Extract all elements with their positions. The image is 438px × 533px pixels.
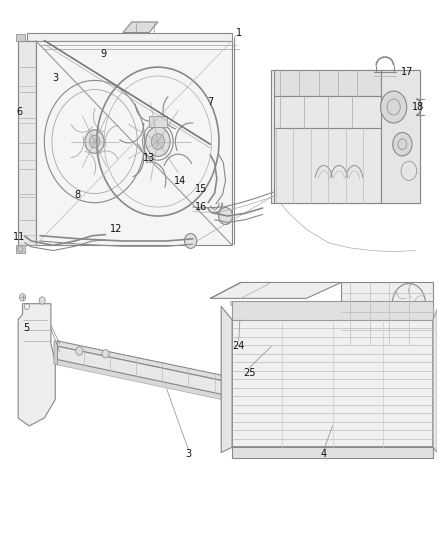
Polygon shape bbox=[381, 70, 420, 203]
Polygon shape bbox=[232, 304, 254, 320]
Circle shape bbox=[381, 91, 407, 123]
Polygon shape bbox=[57, 341, 241, 384]
Polygon shape bbox=[210, 282, 341, 298]
Text: 11: 11 bbox=[13, 232, 25, 243]
Text: 3: 3 bbox=[52, 73, 58, 83]
Text: 5: 5 bbox=[23, 322, 29, 333]
Polygon shape bbox=[16, 245, 25, 253]
Polygon shape bbox=[232, 447, 433, 458]
Circle shape bbox=[76, 347, 83, 356]
Circle shape bbox=[19, 294, 25, 301]
Polygon shape bbox=[433, 309, 437, 453]
Circle shape bbox=[219, 207, 233, 224]
Polygon shape bbox=[57, 360, 241, 403]
Polygon shape bbox=[272, 70, 420, 203]
Polygon shape bbox=[35, 41, 232, 245]
Polygon shape bbox=[27, 33, 232, 41]
Polygon shape bbox=[232, 301, 433, 320]
Text: 9: 9 bbox=[100, 49, 106, 59]
Circle shape bbox=[184, 233, 197, 248]
Polygon shape bbox=[123, 22, 158, 33]
Circle shape bbox=[151, 134, 164, 150]
Polygon shape bbox=[232, 320, 433, 447]
Text: 24: 24 bbox=[233, 341, 245, 351]
Circle shape bbox=[146, 127, 170, 157]
Polygon shape bbox=[16, 34, 25, 41]
Text: 4: 4 bbox=[321, 449, 327, 458]
Polygon shape bbox=[341, 282, 433, 344]
Text: 25: 25 bbox=[244, 368, 256, 378]
Polygon shape bbox=[221, 306, 232, 453]
Polygon shape bbox=[149, 116, 166, 127]
Text: 7: 7 bbox=[207, 96, 213, 107]
Text: 8: 8 bbox=[74, 190, 80, 200]
Polygon shape bbox=[18, 304, 55, 426]
Circle shape bbox=[39, 297, 45, 304]
Polygon shape bbox=[274, 128, 381, 203]
Text: 18: 18 bbox=[412, 102, 424, 112]
Text: 12: 12 bbox=[110, 224, 123, 235]
Text: 17: 17 bbox=[401, 68, 413, 77]
Polygon shape bbox=[54, 341, 57, 365]
Polygon shape bbox=[230, 301, 252, 305]
Polygon shape bbox=[57, 346, 241, 398]
Circle shape bbox=[102, 350, 109, 358]
Text: 1: 1 bbox=[236, 28, 242, 38]
Text: 3: 3 bbox=[185, 449, 191, 458]
Polygon shape bbox=[237, 377, 243, 403]
Text: 6: 6 bbox=[16, 107, 22, 117]
Circle shape bbox=[393, 133, 412, 156]
Text: 16: 16 bbox=[195, 202, 208, 212]
Circle shape bbox=[85, 130, 104, 154]
Polygon shape bbox=[274, 96, 381, 128]
Text: 13: 13 bbox=[143, 152, 155, 163]
Circle shape bbox=[89, 135, 100, 148]
Polygon shape bbox=[18, 41, 35, 245]
Text: 14: 14 bbox=[173, 176, 186, 187]
Text: 15: 15 bbox=[195, 184, 208, 195]
Polygon shape bbox=[274, 70, 381, 96]
